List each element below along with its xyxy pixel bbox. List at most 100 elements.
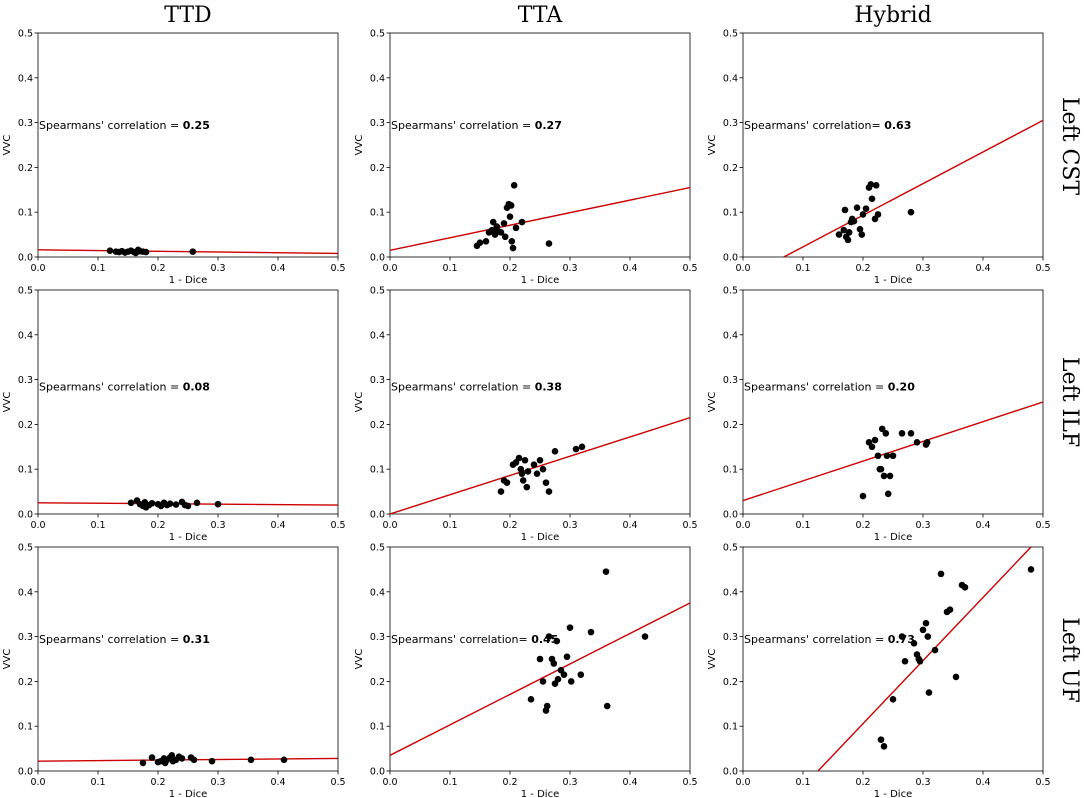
data-point: [858, 231, 866, 238]
data-point: [518, 218, 526, 226]
data-point: [868, 195, 876, 203]
regression-line: [38, 249, 338, 255]
plot-frame: [37, 32, 339, 258]
data-point: [523, 483, 531, 491]
data-point: [883, 452, 891, 460]
data-point: [497, 229, 505, 236]
correlation-annotation: Spearmans' correlation = 0.08: [39, 380, 210, 393]
data-point: [913, 439, 921, 446]
x-tick-label: 0.0: [30, 520, 45, 531]
data-point: [910, 640, 918, 647]
x-axis-label: 1 - Dice: [521, 275, 559, 286]
y-tick-label: 0.3: [370, 118, 385, 129]
data-point: [168, 752, 176, 759]
data-point: [572, 445, 580, 453]
y-tick-label: 0.0: [18, 767, 33, 778]
data-point: [845, 229, 853, 236]
data-point: [563, 653, 571, 661]
y-tick-label: 0.0: [723, 510, 738, 521]
data-point: [184, 502, 192, 510]
y-tick-label: 0.4: [18, 330, 33, 341]
regression-line: [390, 417, 690, 514]
plot-frame: [37, 289, 339, 515]
x-tick-label: 0.0: [735, 777, 750, 788]
x-tick-label: 0.5: [1035, 777, 1050, 788]
data-point: [841, 206, 849, 214]
data-point: [551, 447, 559, 455]
x-tick-label: 0.2: [502, 520, 517, 531]
correlation-value: 0.45: [531, 633, 558, 646]
x-axis-label: 1 - Dice: [874, 275, 912, 286]
data-point: [880, 743, 888, 750]
data-point: [127, 499, 135, 507]
x-tick-label: 0.3: [210, 520, 225, 531]
correlation-value: 0.08: [183, 380, 210, 393]
data-point: [519, 477, 527, 484]
data-point: [545, 488, 553, 495]
data-point: [952, 673, 960, 681]
data-point: [527, 696, 535, 703]
y-tick-label: 0.4: [370, 330, 385, 341]
regression-line: [743, 401, 1043, 502]
plot-frame: [37, 546, 339, 772]
y-tick-label: 0.3: [370, 375, 385, 386]
y-tick-label: 0.1: [18, 722, 33, 733]
y-tick-label: 0.1: [370, 465, 385, 476]
data-point: [880, 472, 888, 480]
y-tick-label: 0.3: [18, 118, 33, 129]
panel-ilf-hybrid: 0.0 0.1 0.2 0.3 0.4 0.5 0.0 0.1 0.2 0.3 0.4 0.5 1 - …: [707, 286, 1051, 544]
y-tick-label: 0.0: [723, 253, 738, 264]
data-point: [856, 225, 864, 233]
regression-line: [817, 547, 1032, 771]
x-tick-label: 0.1: [442, 263, 457, 274]
data-point: [106, 247, 114, 255]
y-tick-label: 0.0: [18, 510, 33, 521]
data-point: [506, 213, 514, 220]
data-point: [877, 465, 885, 473]
data-point: [878, 425, 886, 433]
x-axis-label: 1 - Dice: [874, 532, 912, 543]
y-tick-label: 0.2: [18, 163, 33, 174]
correlation-label: Spearmans' correlation =: [39, 380, 183, 393]
data-point: [862, 205, 870, 212]
data-point: [937, 570, 945, 578]
correlation-annotation: Spearmans' correlation= 0.63: [744, 119, 911, 132]
x-tick-label: 0.4: [270, 520, 285, 531]
x-tick-label: 0.2: [855, 520, 870, 531]
data-point: [898, 633, 906, 640]
data-point: [884, 490, 892, 498]
x-tick-label: 0.5: [330, 263, 345, 274]
data-point: [503, 479, 511, 486]
y-tick-label: 0.2: [723, 677, 738, 688]
x-tick-label: 0.0: [382, 777, 397, 788]
data-point: [512, 224, 520, 232]
x-tick-label: 0.1: [90, 263, 105, 274]
data-point: [961, 584, 969, 591]
y-tick-label: 0.5: [723, 286, 738, 297]
data-point: [190, 756, 198, 764]
data-point: [189, 248, 197, 255]
data-point: [578, 443, 586, 451]
correlation-value: 0.27: [535, 119, 562, 132]
y-tick-label: 0.2: [18, 420, 33, 431]
correlation-annotation: Spearmans' correlation = 0.38: [391, 380, 562, 393]
correlation-annotation: Spearmans' correlation = 0.73: [744, 633, 915, 646]
y-tick-label: 0.0: [18, 253, 33, 264]
data-point: [515, 454, 523, 462]
y-tick-label: 0.0: [370, 767, 385, 778]
row-title-left-cst: Left CST: [1057, 97, 1082, 196]
y-axis-label: VVC: [2, 649, 13, 670]
x-tick-label: 0.2: [502, 777, 517, 788]
y-tick-label: 0.3: [723, 632, 738, 643]
x-tick-label: 0.2: [150, 263, 165, 274]
y-tick-label: 0.4: [18, 73, 33, 84]
data-point: [946, 606, 954, 614]
panel-uf-tta: 0.0 0.1 0.2 0.3 0.4 0.5 0.0 0.1 0.2 0.3 0.4 0.5 1 - …: [354, 543, 698, 798]
data-point: [925, 689, 933, 696]
data-point: [536, 655, 544, 663]
data-point: [1027, 566, 1035, 573]
x-tick-label: 0.0: [735, 263, 750, 274]
x-axis-label: 1 - Dice: [521, 532, 559, 543]
data-point: [510, 182, 518, 189]
